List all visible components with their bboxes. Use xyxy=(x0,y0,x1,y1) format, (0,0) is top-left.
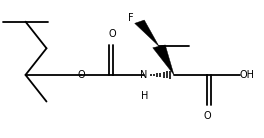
Text: O: O xyxy=(203,111,211,121)
Text: O: O xyxy=(109,30,116,39)
Text: N: N xyxy=(140,70,148,80)
Polygon shape xyxy=(153,45,174,75)
Text: F: F xyxy=(128,13,134,23)
Text: O: O xyxy=(77,70,85,80)
Text: H: H xyxy=(141,91,148,101)
Text: OH: OH xyxy=(239,70,254,80)
Polygon shape xyxy=(135,20,159,46)
